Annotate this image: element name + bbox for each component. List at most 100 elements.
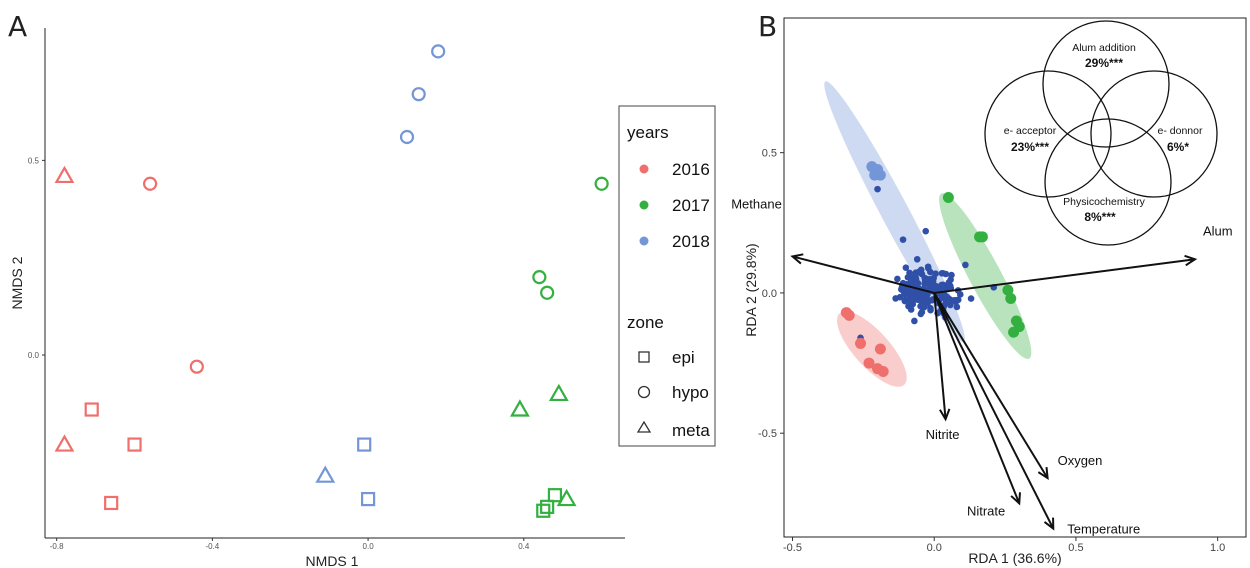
species-point xyxy=(942,299,949,307)
panel-b-frame xyxy=(783,17,1247,538)
species-point xyxy=(894,275,901,283)
legend-box xyxy=(618,105,716,447)
point-2016-meta xyxy=(54,434,75,452)
venn-acceptor-name: e- acceptor xyxy=(1004,125,1057,137)
legend-2016-label: 2016 xyxy=(672,160,710,179)
sample-point-2017 xyxy=(1002,284,1014,296)
panel-a-letter: A xyxy=(8,10,27,43)
venn-circle-acceptor xyxy=(984,70,1112,198)
species-point xyxy=(922,227,930,235)
legend-meta-label: meta xyxy=(672,421,710,440)
panel-a-y-tick-label: 0.0 xyxy=(28,351,40,360)
point-2018-hypo xyxy=(411,87,426,102)
panel-b-y-tick-label: 0.0 xyxy=(762,288,777,300)
legend-2017-label: 2017 xyxy=(672,196,710,215)
sample-point-2017 xyxy=(942,192,954,204)
legend-2017-dot xyxy=(639,200,649,210)
arrow-label-temperature: Temperature xyxy=(1067,522,1140,537)
point-2018-hypo xyxy=(431,44,446,59)
species-point xyxy=(874,185,881,193)
sample-point-2017 xyxy=(976,231,988,243)
point-2018-epi xyxy=(357,437,372,452)
panel-a-points xyxy=(54,44,609,518)
species-point xyxy=(953,296,961,304)
panel-a-ticks: -0.8 -0.4 0.0 0.4 0.0 0.5 xyxy=(28,156,530,551)
species-point xyxy=(912,274,920,282)
species-point xyxy=(932,270,939,277)
arrow-temperature xyxy=(933,292,1055,530)
sample-point-2016 xyxy=(874,343,886,355)
species-point xyxy=(953,303,961,311)
ellipse-2017 xyxy=(939,193,1032,360)
species-point xyxy=(917,310,925,318)
arrow-alum xyxy=(934,258,1196,294)
sample-point-2016 xyxy=(863,357,875,369)
legend-2018-label: 2018 xyxy=(672,232,710,251)
point-2017-hypo xyxy=(594,176,609,191)
arrowhead-nitrate xyxy=(1010,492,1021,506)
panel-a-x-tick-label: 0.4 xyxy=(518,542,530,551)
point-2016-hypo xyxy=(143,176,158,191)
point-2017-epi xyxy=(547,488,563,503)
species-point xyxy=(911,317,918,325)
panel-b-letter: B xyxy=(758,10,777,43)
point-2018-epi xyxy=(360,491,376,507)
panel-b-sample-points xyxy=(840,161,1025,377)
species-point xyxy=(913,255,921,263)
species-point xyxy=(892,295,899,302)
point-2017-hypo xyxy=(540,285,555,300)
venn-circle-physico xyxy=(1044,118,1172,246)
point-2016-epi xyxy=(84,402,99,417)
legend-hypo-circle xyxy=(637,385,651,399)
arrowhead-methane xyxy=(790,253,804,265)
species-point xyxy=(902,264,910,271)
point-2017-hypo xyxy=(532,270,547,285)
venn-alum-value: 29%*** xyxy=(1085,56,1123,70)
panel-b-y-tick-label: 0.5 xyxy=(762,148,777,160)
species-point xyxy=(927,306,934,314)
panel-a-x-tick-label: -0.8 xyxy=(50,542,64,551)
point-2017-epi xyxy=(536,503,551,518)
panel-a-x-tick-label: 0.0 xyxy=(363,542,375,551)
species-point xyxy=(905,297,913,304)
panel-b-x-tick-label: 0.5 xyxy=(1068,542,1083,554)
sample-point-2017 xyxy=(1005,293,1017,305)
panel-b-x-tick-label: 1.0 xyxy=(1210,542,1225,554)
panel-a-y-label: NMDS 2 xyxy=(9,256,25,309)
species-point xyxy=(929,276,936,283)
species-point xyxy=(921,277,929,285)
species-point xyxy=(948,271,955,279)
panel-a-x-tick-label: -0.4 xyxy=(205,542,219,551)
legend-years-title: years xyxy=(627,123,669,142)
point-2016-meta xyxy=(54,165,75,184)
arrowhead-alum xyxy=(1184,254,1198,267)
point-2016-hypo xyxy=(189,359,204,374)
arrowhead-temperature xyxy=(1043,517,1055,531)
legend-2016-dot xyxy=(639,164,649,174)
species-point xyxy=(921,300,929,308)
species-point xyxy=(900,288,907,295)
species-point xyxy=(906,289,914,297)
arrowhead-oxygen xyxy=(1037,467,1049,481)
ellipse-2016 xyxy=(836,311,907,387)
legend-meta-triangle xyxy=(636,420,652,433)
sample-point-2016 xyxy=(855,337,867,349)
species-point xyxy=(923,294,930,301)
point-2016-epi xyxy=(127,437,142,452)
point-2018-hypo xyxy=(399,129,415,145)
panel-b-x-tick-label: -0.5 xyxy=(783,542,802,554)
arrow-oxygen xyxy=(933,292,1049,479)
panel-b-x-tick-label: 0.0 xyxy=(927,542,942,554)
legend-2018-dot xyxy=(639,236,649,246)
point-2018-meta xyxy=(315,465,336,483)
panel-a: A -0.8 -0.4 0.0 0.4 0.0 0.5 NMDS 1 NMDS 2 yea… xyxy=(8,10,716,568)
venn-physico-name: Physicochemistry xyxy=(1063,196,1145,208)
point-2017-meta xyxy=(556,488,577,507)
arrow-label-nitrate: Nitrate xyxy=(967,503,1005,518)
panel-b-y-tick-label: -0.5 xyxy=(758,428,777,440)
panel-a-legend: years 2016 2017 2018 zone epi hypo meta xyxy=(618,105,716,447)
point-2017-meta xyxy=(548,383,569,402)
venn-alum-name: Alum addition xyxy=(1072,42,1136,54)
venn-physico-value: 8%*** xyxy=(1084,210,1116,224)
